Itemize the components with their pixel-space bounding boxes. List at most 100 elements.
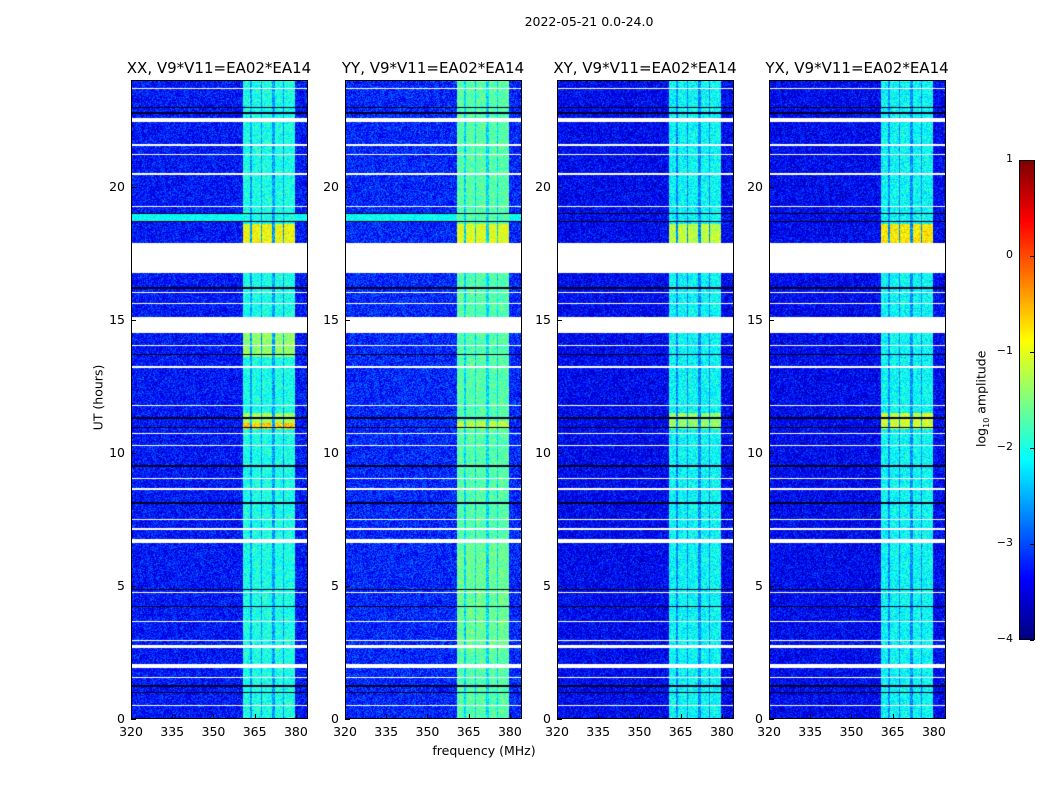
x-tick-label: 320 xyxy=(119,724,143,739)
y-tick-label: 5 xyxy=(755,577,763,593)
y-tick-mark xyxy=(769,452,774,454)
y-tick-label: 10 xyxy=(535,444,551,460)
x-tick-mark xyxy=(557,714,558,719)
y-tick-mark xyxy=(557,585,562,587)
colorbar xyxy=(1019,160,1035,640)
x-tick-mark xyxy=(933,714,935,719)
figure-title: 2022-05-21 0.0-24.0 xyxy=(524,14,654,29)
x-tick-label: 350 xyxy=(201,724,226,739)
x-tick-mark xyxy=(295,714,297,719)
x-tick-label: 380 xyxy=(283,724,308,739)
y-tick-mark xyxy=(557,452,562,454)
y-tick-label: 10 xyxy=(747,444,763,460)
x-tick-label: 320 xyxy=(545,724,569,739)
y-tick-label: 20 xyxy=(109,178,125,194)
x-tick-mark xyxy=(851,714,853,719)
heatmap-panel xyxy=(769,80,946,719)
x-tick-mark xyxy=(769,714,770,719)
x-tick-mark xyxy=(254,714,256,719)
y-tick-mark xyxy=(557,719,562,720)
colorbar-tick-label: 1 xyxy=(1006,152,1013,165)
heatmap-image xyxy=(346,81,521,718)
y-axis-label: UT (hours) xyxy=(90,364,106,431)
y-tick-label: 15 xyxy=(109,311,125,327)
x-tick-mark xyxy=(598,714,600,719)
y-tick-label: 0 xyxy=(543,711,551,726)
x-tick-label: 335 xyxy=(586,724,611,739)
x-axis-label: frequency (MHz) xyxy=(432,743,536,758)
x-tick-label: 335 xyxy=(374,724,399,739)
heatmap-image xyxy=(770,81,945,718)
y-tick-mark xyxy=(345,585,350,587)
y-tick-label: 0 xyxy=(117,711,125,726)
y-tick-mark xyxy=(131,585,136,587)
heatmap-image xyxy=(558,81,733,718)
colorbar-tick-mark xyxy=(1030,544,1034,545)
colorbar-tick-mark xyxy=(1030,256,1034,257)
x-tick-label: 320 xyxy=(757,724,781,739)
y-tick-label: 0 xyxy=(331,711,339,726)
y-tick-label: 20 xyxy=(323,178,339,194)
y-tick-mark xyxy=(557,186,562,188)
x-tick-mark xyxy=(468,714,470,719)
x-tick-label: 380 xyxy=(921,724,946,739)
y-tick-mark xyxy=(769,186,774,188)
y-tick-mark xyxy=(131,719,136,720)
y-tick-mark xyxy=(345,186,350,188)
panel-title: XY, V9*V11=EA02*EA14 xyxy=(553,59,737,77)
y-tick-mark xyxy=(131,319,136,321)
y-tick-label: 0 xyxy=(755,711,763,726)
y-tick-label: 15 xyxy=(535,311,551,327)
y-tick-mark xyxy=(131,186,136,188)
colorbar-tick-label: −4 xyxy=(996,632,1013,645)
x-tick-label: 320 xyxy=(333,724,357,739)
x-tick-mark xyxy=(810,714,812,719)
x-tick-label: 380 xyxy=(497,724,522,739)
y-tick-label: 5 xyxy=(331,577,339,593)
colorbar-tick-mark xyxy=(1030,640,1034,641)
y-tick-mark xyxy=(345,719,350,720)
x-tick-label: 365 xyxy=(880,724,905,739)
colorbar-tick-mark xyxy=(1030,448,1034,449)
colorbar-label-sub: 10 xyxy=(981,417,991,428)
x-tick-mark xyxy=(427,714,429,719)
panel-title: XX, V9*V11=EA02*EA14 xyxy=(126,59,312,77)
colorbar-label-tail: amplitude xyxy=(973,350,989,418)
x-tick-label: 365 xyxy=(456,724,481,739)
colorbar-tick-label: 0 xyxy=(1006,248,1013,261)
x-tick-mark xyxy=(639,714,641,719)
heatmap-panel xyxy=(345,80,522,719)
heatmap-image xyxy=(132,81,307,718)
y-tick-mark xyxy=(345,319,350,321)
colorbar-tick-mark xyxy=(1030,352,1034,353)
colorbar-tick-mark xyxy=(1030,160,1034,161)
x-tick-label: 380 xyxy=(709,724,734,739)
x-tick-mark xyxy=(892,714,894,719)
y-tick-label: 10 xyxy=(109,444,125,460)
panel-title: YY, V9*V11=EA02*EA14 xyxy=(341,59,525,77)
x-tick-mark xyxy=(131,714,132,719)
y-tick-label: 5 xyxy=(543,577,551,593)
x-tick-label: 335 xyxy=(160,724,185,739)
colorbar-tick-label: −3 xyxy=(996,536,1013,549)
x-tick-mark xyxy=(386,714,388,719)
panel-title: YX, V9*V11=EA02*EA14 xyxy=(765,59,949,77)
x-tick-mark xyxy=(721,714,723,719)
heatmap-panel xyxy=(557,80,734,719)
y-tick-mark xyxy=(131,452,136,454)
x-tick-mark xyxy=(509,714,511,719)
y-tick-mark xyxy=(769,719,774,720)
y-tick-mark xyxy=(769,585,774,587)
x-tick-label: 350 xyxy=(627,724,652,739)
x-tick-label: 350 xyxy=(839,724,864,739)
x-tick-mark xyxy=(172,714,174,719)
x-tick-mark xyxy=(213,714,215,719)
colorbar-tick-label: −1 xyxy=(996,344,1013,357)
y-tick-label: 10 xyxy=(323,444,339,460)
x-tick-mark xyxy=(680,714,682,719)
y-tick-label: 20 xyxy=(747,178,763,194)
x-tick-mark xyxy=(345,714,346,719)
y-tick-mark xyxy=(345,452,350,454)
y-tick-mark xyxy=(557,319,562,321)
